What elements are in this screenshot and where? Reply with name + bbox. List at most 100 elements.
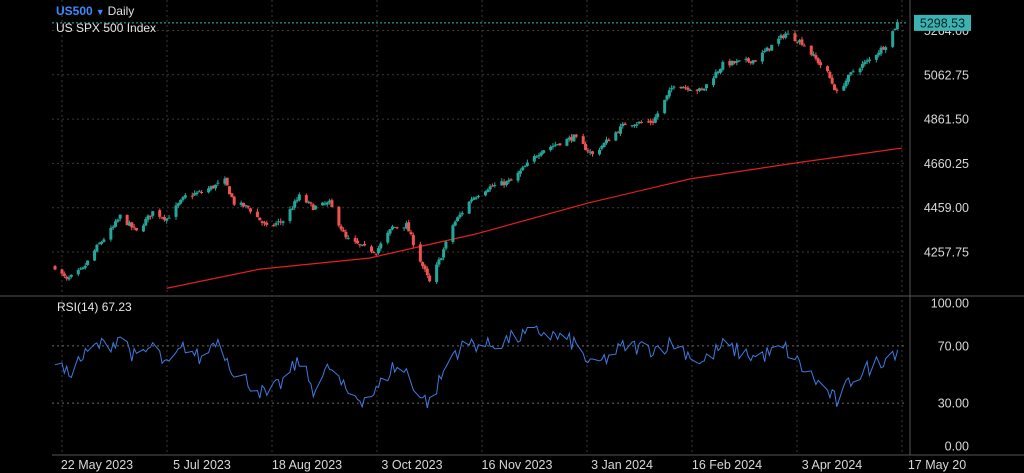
timeframe-selector[interactable]: Daily <box>107 4 135 18</box>
candle-body <box>621 123 625 127</box>
candle-body <box>518 170 522 174</box>
rsi-line <box>54 325 898 409</box>
candle-body <box>686 87 690 90</box>
candle-body <box>197 191 201 193</box>
candle-body <box>295 199 299 202</box>
candle-body <box>721 61 725 70</box>
candle-body <box>767 48 771 51</box>
candle-body <box>258 217 262 221</box>
candle-body <box>162 216 166 220</box>
candle-body <box>504 181 508 186</box>
candle-body <box>793 33 797 42</box>
candle-body <box>211 185 215 189</box>
candle-body <box>290 208 294 210</box>
candle-body <box>393 226 397 228</box>
candle-body <box>248 208 252 212</box>
candle-body <box>802 45 806 47</box>
candle-body <box>828 72 832 78</box>
candle-body <box>460 212 464 215</box>
candle-body <box>867 59 871 62</box>
candle-body <box>141 225 145 232</box>
candle-body <box>132 226 136 228</box>
candle-body <box>255 211 259 218</box>
candle-body <box>390 226 394 230</box>
candle-body <box>453 221 457 226</box>
candle-body <box>516 172 520 181</box>
candle-body <box>360 244 364 246</box>
candle-body <box>656 113 660 118</box>
candle-body <box>223 178 227 184</box>
candle-body <box>604 139 608 144</box>
candle-body <box>102 239 106 242</box>
candle-body <box>111 226 115 228</box>
candle-body <box>600 146 604 149</box>
candle-body <box>486 189 490 193</box>
candle-body <box>244 205 248 207</box>
candle-body <box>483 191 487 196</box>
candle-body <box>556 144 560 146</box>
candle-body <box>549 146 553 150</box>
candle-body <box>458 214 462 218</box>
candle-body <box>735 60 739 63</box>
x-tick-label: 18 Aug 2023 <box>272 458 342 472</box>
candle-body <box>716 71 720 73</box>
candle-body <box>274 223 278 225</box>
candle-body <box>532 156 536 162</box>
candle-body <box>379 243 383 249</box>
candle-body <box>407 222 411 232</box>
candle-body <box>681 87 685 89</box>
candle-body <box>100 241 104 244</box>
candle-body <box>146 215 150 220</box>
candle-body <box>630 125 634 127</box>
candle-body <box>635 124 639 126</box>
candle-body <box>225 177 229 186</box>
instrument-description: US SPX 500 Index <box>56 21 157 35</box>
symbol-selector[interactable]: US500 <box>56 4 93 18</box>
price-tick-label: 4257.75 <box>924 246 969 260</box>
moving-average-line <box>166 147 903 289</box>
candle-body <box>567 137 571 140</box>
candle-body <box>521 167 525 171</box>
candle-body <box>523 166 527 168</box>
candle-body <box>744 58 748 60</box>
candle-body <box>144 219 148 226</box>
rsi-indicator-label[interactable]: RSI(14) 67.23 <box>57 300 132 314</box>
candle-body <box>176 203 180 206</box>
candle-body <box>174 205 178 217</box>
candle-body <box>344 231 348 238</box>
candle-body <box>193 193 197 196</box>
candle-body <box>346 237 350 239</box>
rsi-tick-label: 0.00 <box>945 440 969 454</box>
candle-body <box>421 262 425 267</box>
candle-body <box>858 68 862 73</box>
rsi-tick-label: 100.00 <box>931 297 969 311</box>
candle-body <box>307 201 311 203</box>
candle-body <box>698 88 702 91</box>
candle-body <box>728 60 732 66</box>
candle-body <box>353 238 357 242</box>
caret-down-icon[interactable]: ▼ <box>95 7 105 17</box>
candle-body <box>784 33 788 38</box>
candle-body <box>209 186 213 190</box>
candle-body <box>444 241 448 249</box>
candle-body <box>309 202 313 204</box>
candle-body <box>165 218 169 221</box>
candle-body <box>130 222 134 228</box>
x-tick-label: 17 May 20 <box>908 458 966 472</box>
candle-body <box>241 202 245 207</box>
candle-body <box>472 197 476 200</box>
candle-body <box>695 89 699 91</box>
candle-body <box>581 136 585 145</box>
candle-body <box>404 223 408 229</box>
last-price-badge <box>914 14 971 31</box>
candle-body <box>311 204 315 211</box>
candle-body <box>216 182 220 184</box>
candle-body <box>891 31 895 47</box>
candle-body <box>614 132 618 141</box>
x-tick-label: 16 Feb 2024 <box>692 458 762 472</box>
candle-body <box>760 52 764 62</box>
candle-body <box>425 268 429 276</box>
candle-body <box>786 33 790 35</box>
candle-body <box>700 88 704 90</box>
